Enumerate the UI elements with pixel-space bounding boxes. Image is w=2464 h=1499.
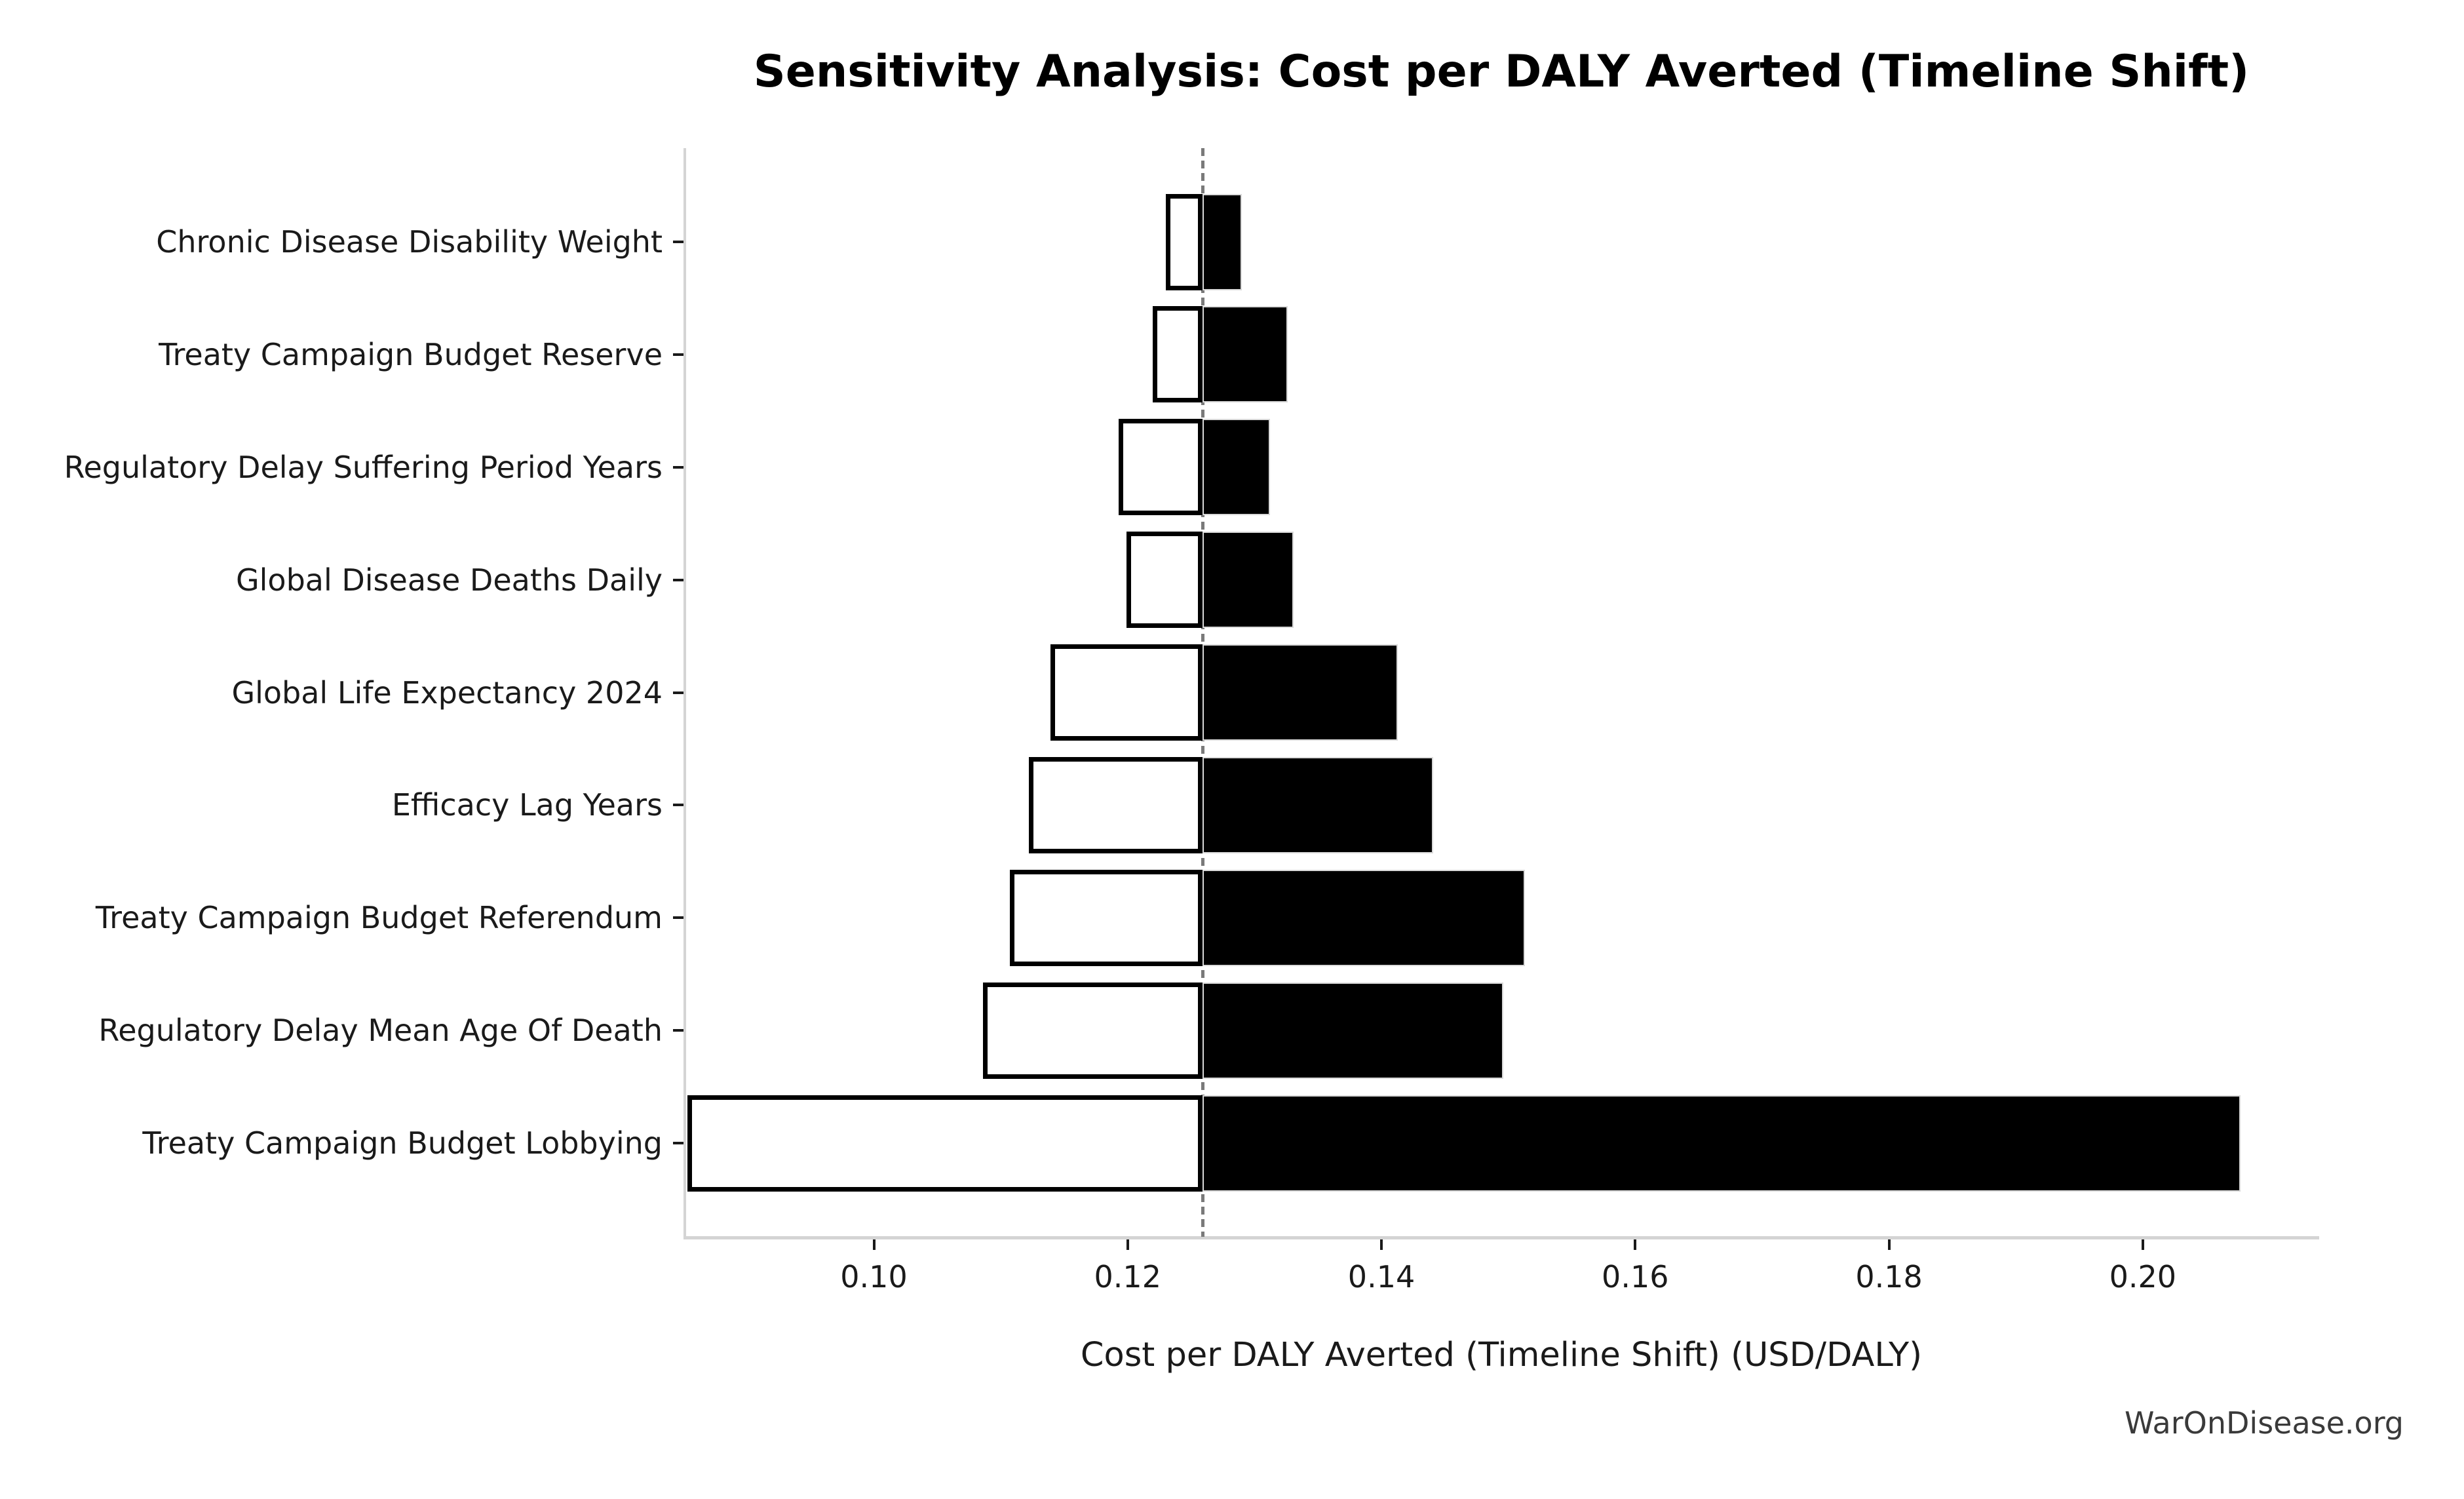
high-bar	[1203, 306, 1288, 403]
high-bar	[1203, 644, 1398, 741]
y-tick-mark	[673, 691, 683, 694]
x-tick-mark	[2141, 1239, 2144, 1250]
x-tick-mark	[1126, 1239, 1129, 1250]
high-bar	[1203, 1095, 2241, 1192]
y-tick-mark	[673, 465, 683, 469]
x-tick-label: 0.16	[1602, 1259, 1669, 1295]
low-bar	[983, 982, 1203, 1079]
x-tick-label: 0.12	[1094, 1259, 1161, 1295]
x-tick-label: 0.14	[1347, 1259, 1415, 1295]
y-tick-label: Global Life Expectancy 2024	[231, 674, 663, 711]
low-bar	[1028, 756, 1203, 853]
y-tick-mark	[673, 241, 683, 243]
y-tick-mark	[673, 1142, 683, 1144]
high-bar	[1203, 532, 1294, 629]
y-tick-label: Global Disease Deaths Daily	[236, 562, 663, 598]
y-tick-mark	[673, 1029, 683, 1032]
y-tick-mark	[673, 578, 683, 581]
low-bar	[1050, 644, 1203, 741]
x-tick-mark	[872, 1239, 876, 1250]
y-tick-mark	[673, 916, 683, 920]
y-tick-label: Efficacy Lag Years	[391, 787, 663, 823]
x-axis-label: Cost per DALY Averted (Timeline Shift) (…	[1080, 1336, 1923, 1374]
low-bar	[1119, 419, 1203, 516]
y-tick-label: Chronic Disease Disability Weight	[156, 224, 663, 260]
x-tick-label: 0.18	[1855, 1259, 1923, 1295]
x-tick-label: 0.10	[840, 1259, 908, 1295]
y-tick-label: Regulatory Delay Suffering Period Years	[64, 449, 663, 485]
x-tick-label: 0.20	[2109, 1259, 2176, 1295]
low-bar	[1165, 193, 1203, 290]
y-axis-spine	[683, 148, 686, 1239]
x-axis-spine	[683, 1236, 2319, 1239]
y-tick-label: Treaty Campaign Budget Reserve	[159, 336, 663, 372]
low-bar	[1153, 306, 1203, 403]
high-bar	[1203, 869, 1525, 966]
y-tick-label: Treaty Campaign Budget Referendum	[95, 900, 663, 936]
low-bar	[687, 1095, 1203, 1192]
y-tick-mark	[673, 353, 683, 356]
low-bar	[1126, 532, 1203, 629]
watermark: WarOnDisease.org	[2125, 1405, 2404, 1441]
high-bar	[1203, 193, 1242, 290]
plot-area: Chronic Disease Disability Weight Treaty …	[64, 148, 2319, 1295]
low-bar	[1009, 869, 1203, 966]
chart-title: Sensitivity Analysis: Cost per DALY Aver…	[753, 46, 2250, 98]
x-tick-mark	[1887, 1239, 1891, 1250]
x-tick-mark	[1634, 1239, 1637, 1250]
high-bar	[1203, 756, 1434, 853]
x-tick-mark	[1380, 1239, 1383, 1250]
y-tick-label: Regulatory Delay Mean Age Of Death	[98, 1013, 663, 1049]
high-bar	[1203, 982, 1503, 1079]
high-bar	[1203, 419, 1270, 516]
y-tick-label: Treaty Campaign Budget Lobbying	[142, 1125, 663, 1161]
y-tick-mark	[673, 804, 683, 807]
